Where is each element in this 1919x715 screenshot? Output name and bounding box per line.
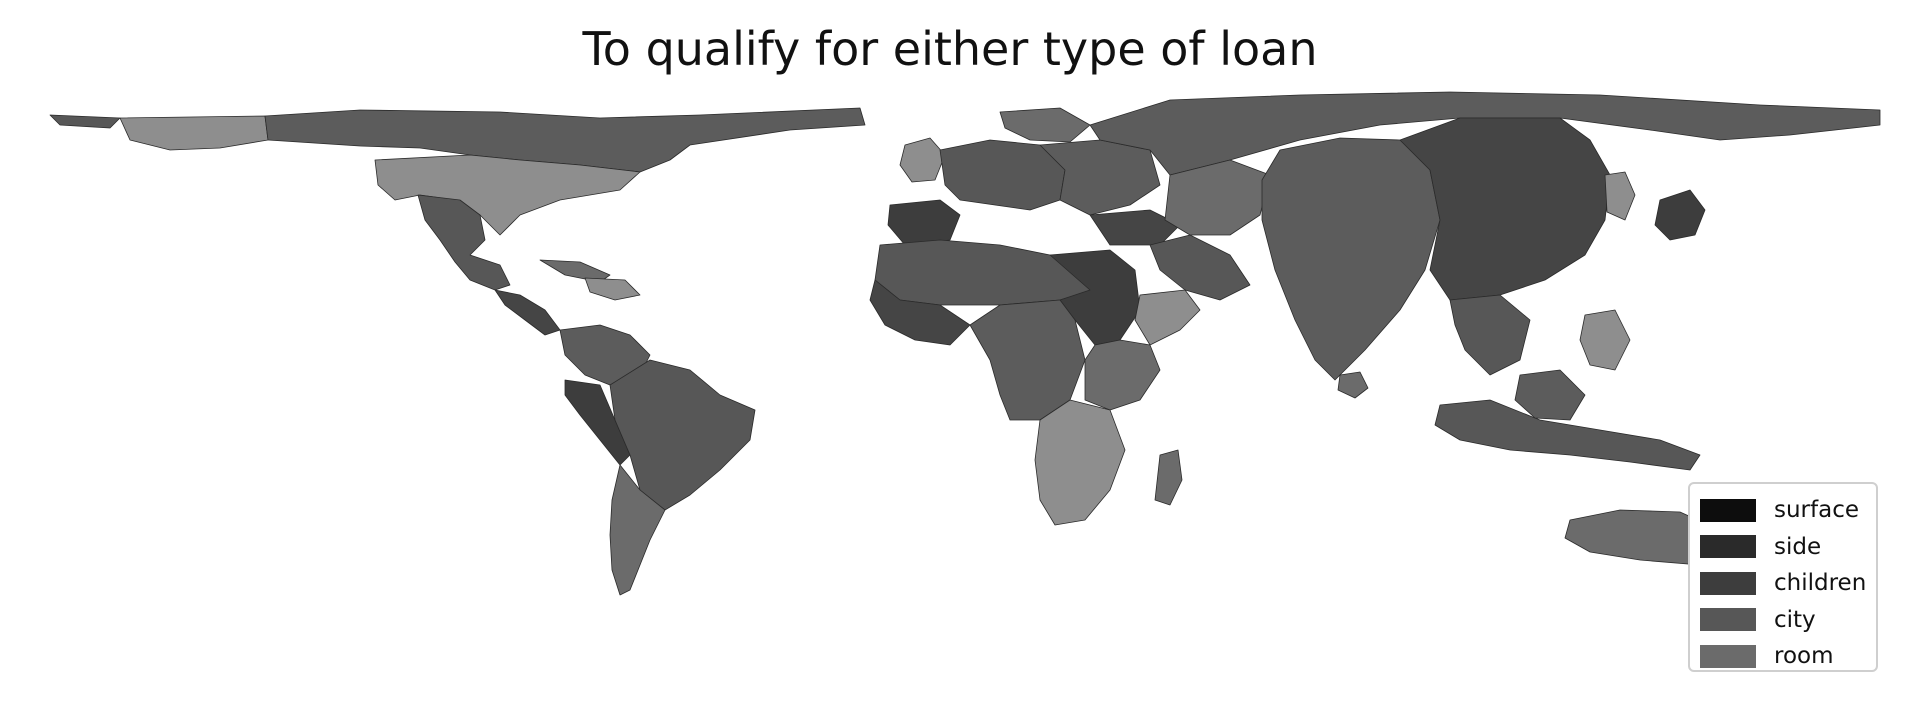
region-scandinavia (999, 107, 1091, 143)
region-usa (374, 154, 641, 236)
region-canada (264, 107, 866, 173)
region-korea (1604, 171, 1636, 221)
region-indonesia (1434, 399, 1701, 471)
legend-label: children (1774, 570, 1867, 597)
region-alaska (119, 115, 269, 151)
region-iberia (887, 199, 961, 246)
region-central-america (494, 289, 561, 336)
region-india (1261, 137, 1441, 381)
legend-label: room (1774, 643, 1834, 670)
legend-swatch (1700, 498, 1756, 522)
region-central-asia (1164, 159, 1271, 236)
legend-label: city (1774, 606, 1816, 633)
region-western-europe (939, 139, 1066, 211)
region-indochina (1449, 294, 1531, 376)
map-title: To qualify for either type of loan (582, 22, 1318, 76)
region-borneo (1514, 369, 1586, 421)
region-turkey (1089, 209, 1181, 246)
region-north-africa (874, 239, 1096, 306)
region-argentina-chile (609, 464, 666, 596)
region-mexico (417, 194, 511, 291)
legend-swatch (1700, 644, 1756, 668)
region-japan (1654, 189, 1706, 241)
region-east-africa (1084, 339, 1161, 411)
region-cuba (539, 259, 611, 283)
map-legend: surface side children city room (1688, 482, 1878, 672)
legend-item: room (1700, 638, 1866, 675)
region-philippines (1579, 309, 1631, 371)
region-west-africa (869, 279, 971, 346)
region-southern-africa (1034, 399, 1126, 526)
region-brazil (609, 359, 756, 511)
region-greenland (49, 114, 121, 129)
region-middle-east (1149, 234, 1251, 301)
legend-item: city (1700, 602, 1866, 639)
legend-swatch (1700, 535, 1756, 559)
region-china (1399, 117, 1611, 301)
legend-item: side (1700, 529, 1866, 566)
region-madagascar (1154, 449, 1183, 506)
legend-item: children (1700, 565, 1866, 602)
legend-swatch (1700, 571, 1756, 595)
region-horn-africa (1134, 289, 1201, 346)
region-sri-lanka (1337, 371, 1369, 399)
legend-swatch (1700, 608, 1756, 632)
legend-label: side (1774, 533, 1822, 560)
region-uk (899, 137, 946, 183)
region-caribbean (584, 277, 641, 301)
legend-label: surface (1774, 497, 1860, 524)
legend-item: surface (1700, 492, 1866, 529)
